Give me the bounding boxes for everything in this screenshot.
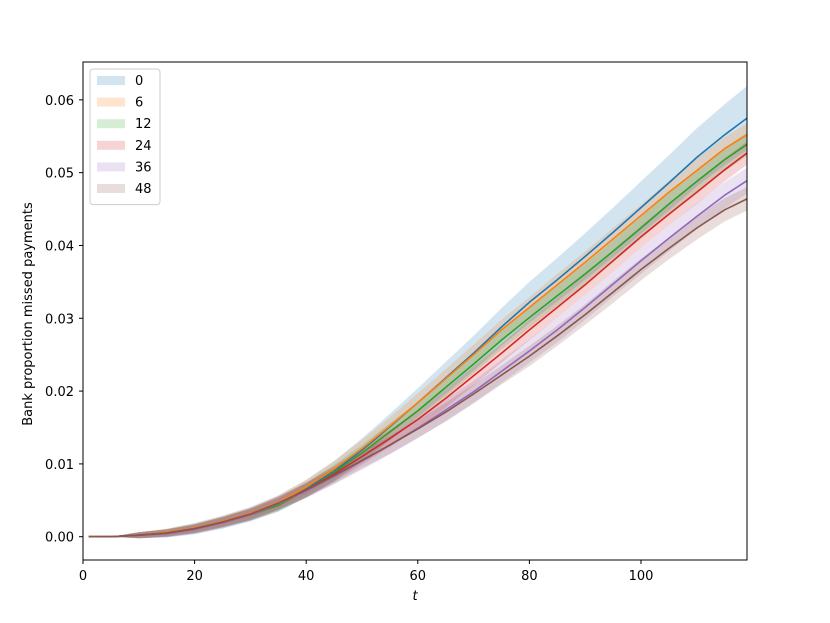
y-tick-label: 0.05 bbox=[45, 167, 74, 182]
y-tick-label: 0.04 bbox=[45, 239, 74, 254]
x-tick-label: 20 bbox=[186, 569, 203, 584]
y-tick-label: 0.00 bbox=[45, 531, 74, 546]
legend: 0 6 12 24 36 48 bbox=[89, 68, 161, 206]
legend-swatch-36 bbox=[97, 162, 125, 172]
legend-box bbox=[89, 68, 161, 206]
series-lines bbox=[88, 117, 748, 538]
plot-frame bbox=[82, 61, 748, 561]
legend-label-24: 24 bbox=[135, 139, 152, 154]
x-tick-label: 100 bbox=[629, 569, 654, 584]
x-tick-label: 80 bbox=[521, 569, 538, 584]
x-tick-label: 40 bbox=[298, 569, 315, 584]
legend-label-6: 6 bbox=[135, 96, 143, 111]
legend-swatch-24 bbox=[97, 140, 125, 150]
legend-swatch-12 bbox=[97, 119, 125, 129]
y-tick-label: 0.03 bbox=[45, 312, 74, 327]
x-tick-label: 0 bbox=[79, 569, 87, 584]
x-tick-label: 60 bbox=[410, 569, 427, 584]
line-series-48 bbox=[88, 198, 748, 538]
legend-label-36: 36 bbox=[135, 160, 152, 175]
x-axis-ticks: 0 20 40 60 80 100 bbox=[79, 560, 654, 584]
legend-label-48: 48 bbox=[135, 182, 152, 197]
legend-swatch-0 bbox=[97, 76, 125, 85]
y-tick-label: 0.01 bbox=[45, 458, 74, 473]
y-tick-label: 0.02 bbox=[45, 385, 74, 400]
legend-label-12: 12 bbox=[135, 117, 152, 132]
legend-swatch-48 bbox=[97, 184, 125, 193]
y-axis-ticks: 0.00 0.01 0.02 0.03 0.04 0.05 0.06 bbox=[45, 94, 83, 546]
legend-items: 0 6 12 24 36 48 bbox=[97, 74, 152, 197]
y-tick-label: 0.06 bbox=[45, 94, 74, 109]
legend-swatch-6 bbox=[97, 97, 125, 107]
legend-label-0: 0 bbox=[135, 74, 143, 89]
y-axis-label: Bank proportion missed payments bbox=[21, 202, 36, 426]
x-axis-label: t bbox=[412, 589, 418, 604]
